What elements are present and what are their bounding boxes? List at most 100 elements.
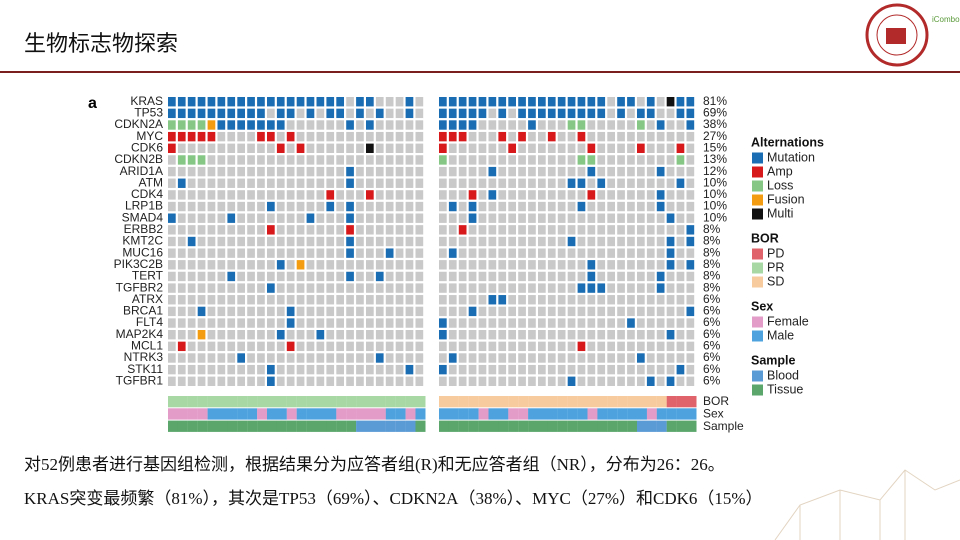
cell <box>587 353 596 363</box>
cell <box>577 143 586 153</box>
cell <box>267 364 275 375</box>
cell <box>478 236 487 247</box>
cell <box>346 97 354 107</box>
cell <box>448 248 457 258</box>
cell <box>247 330 255 340</box>
annotation-cell <box>187 420 198 432</box>
annotation-cell <box>366 408 376 420</box>
cell <box>217 353 226 363</box>
cell <box>656 155 665 165</box>
cell <box>538 108 546 119</box>
annotation-cell <box>478 420 489 432</box>
annotation-label: BOR <box>703 394 729 408</box>
cell <box>577 201 586 212</box>
cell <box>567 364 576 375</box>
cell <box>458 213 467 223</box>
cell <box>168 190 176 200</box>
cell <box>686 190 695 200</box>
cell <box>366 131 374 142</box>
cell <box>498 306 507 317</box>
cell <box>637 190 645 200</box>
cell <box>267 166 275 177</box>
cell <box>518 248 526 258</box>
cell <box>395 97 404 107</box>
annotation-cell <box>627 420 638 432</box>
cell <box>627 120 635 130</box>
cell <box>316 341 325 352</box>
cell <box>666 283 675 293</box>
cell <box>217 155 226 165</box>
cell <box>617 225 625 235</box>
cell <box>395 213 404 223</box>
cell <box>528 97 536 107</box>
cell <box>286 318 295 328</box>
cell <box>448 364 457 375</box>
cell <box>227 97 236 107</box>
gene-label: NTRK3 <box>124 350 164 364</box>
cell <box>597 166 606 177</box>
cell <box>617 108 625 119</box>
cell <box>267 178 275 188</box>
cell <box>557 225 566 235</box>
cell <box>366 166 374 177</box>
cell <box>676 271 685 282</box>
annotation-cell <box>557 396 568 408</box>
cell <box>686 213 695 223</box>
cell <box>478 97 487 107</box>
cell <box>439 271 447 282</box>
cell <box>316 364 325 375</box>
cell <box>366 260 374 270</box>
cell <box>375 178 384 188</box>
cell <box>207 166 216 177</box>
cell <box>177 201 186 212</box>
cell <box>296 364 305 375</box>
cell <box>488 178 497 188</box>
frequency-label: 6% <box>703 362 721 376</box>
cell <box>656 213 665 223</box>
cell <box>276 364 285 375</box>
cell <box>617 178 625 188</box>
cell <box>197 225 206 235</box>
cell <box>617 201 625 212</box>
annotation-cell <box>375 420 386 432</box>
cell <box>366 376 374 386</box>
cell <box>247 341 255 352</box>
cell <box>488 260 497 270</box>
cell <box>508 376 516 386</box>
cell <box>187 108 196 119</box>
cell <box>607 120 615 130</box>
cell <box>296 271 305 282</box>
cell <box>528 155 536 165</box>
cell <box>267 295 275 305</box>
cell <box>468 120 477 130</box>
cell <box>306 131 315 142</box>
cell <box>676 330 685 340</box>
cell <box>267 131 275 142</box>
cell <box>168 166 176 177</box>
legend-label: Female <box>767 314 809 328</box>
cell <box>498 213 507 223</box>
cell <box>607 353 615 363</box>
cell <box>439 330 447 340</box>
cell <box>177 318 186 328</box>
cell <box>385 155 394 165</box>
cell <box>656 248 665 258</box>
annotation-cell <box>306 396 317 408</box>
cell <box>207 143 216 153</box>
legend-swatch <box>752 152 763 164</box>
cell <box>286 213 295 223</box>
cell <box>488 306 497 317</box>
cell <box>508 190 516 200</box>
annotation-cell <box>336 408 347 420</box>
cell <box>538 364 546 375</box>
cell <box>326 155 335 165</box>
cell <box>597 108 606 119</box>
cell <box>197 236 206 247</box>
cell <box>316 260 325 270</box>
cell <box>488 364 497 375</box>
cell <box>415 236 424 247</box>
cell <box>607 201 615 212</box>
cell <box>227 213 236 223</box>
cell <box>557 330 566 340</box>
annotation-cell <box>597 408 608 420</box>
